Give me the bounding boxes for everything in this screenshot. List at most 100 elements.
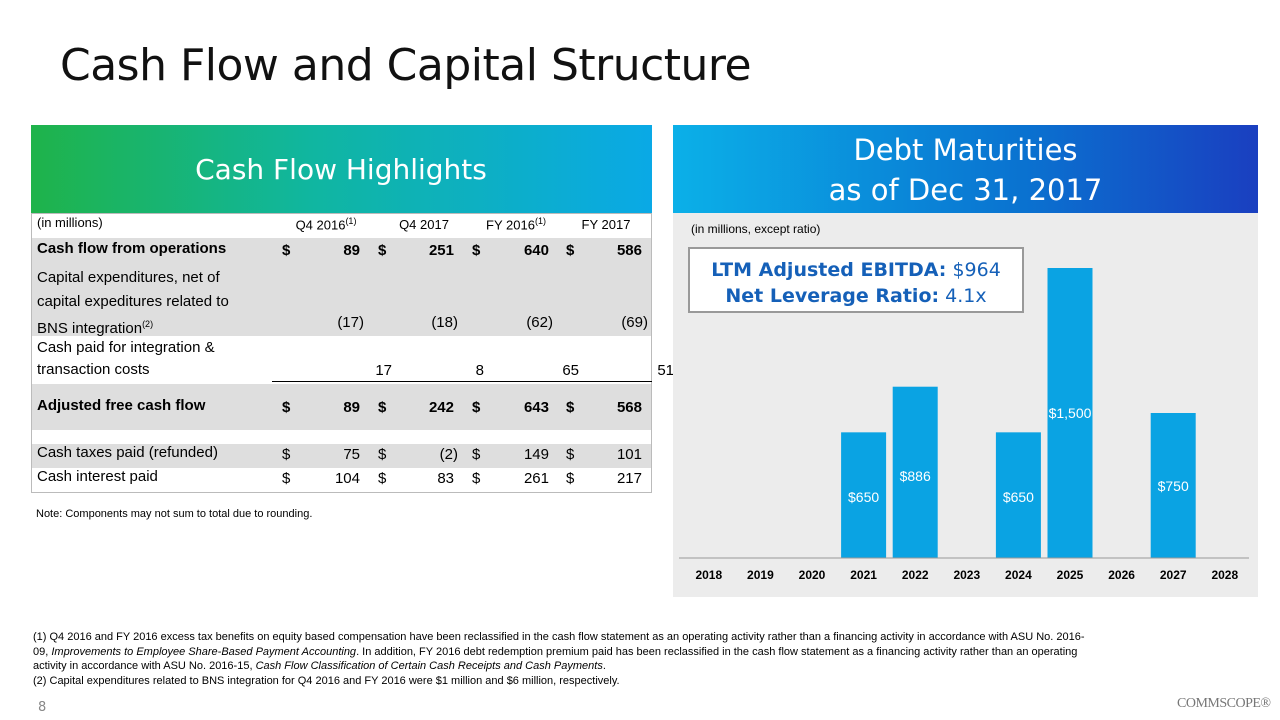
bar-2021 [841,432,887,558]
tick-label-2026: 2026 [1108,568,1135,582]
cell-value: 251 [428,242,454,259]
commscope-logo: COMMSCOPE® [1177,696,1271,711]
cell-value: (2) [439,446,458,463]
row-label: Adjusted free cash flow [37,397,206,414]
footnote-1c: activity in accordance with ASU No. 2016… [33,660,606,672]
tick-label-2022: 2022 [902,568,929,582]
row-label: Cash interest paid [37,468,158,485]
cell-value: (18) [431,314,458,331]
cell-value: 568 [616,399,642,416]
bar-2025 [1047,268,1093,558]
subtotal-rule [272,381,652,382]
cell-value: 640 [523,242,549,259]
cell-value: 89 [343,242,360,259]
dollar-sign: $ [566,242,575,259]
table-row-interest: Cash interest paid $ 104 $ 83 $ 261 $ 21… [32,468,651,492]
cash-flow-panel: Cash Flow Highlights (in millions) Q4 20… [31,125,674,493]
cell-value: 89 [343,399,360,416]
tick-label-2021: 2021 [850,568,877,582]
debt-maturities-header: Debt Maturities as of Dec 31, 2017 [673,125,1258,213]
cell-value: 261 [523,470,549,487]
cell-value: 217 [616,470,642,487]
cell-value: 643 [523,399,549,416]
row-label-line2: transaction costs [37,361,150,378]
data-label-2024: $650 [1003,489,1034,505]
bar-2022 [892,386,938,558]
dollar-sign: $ [472,242,481,259]
debt-header-line2: as of Dec 31, 2017 [828,173,1103,207]
page-title: Cash Flow and Capital Structure [60,40,752,91]
cash-flow-header-title: Cash Flow Highlights [195,153,487,186]
footnote-2: (2) Capital expenditures related to BNS … [33,674,620,687]
table-row-taxes: Cash taxes paid (refunded) $ 75 $ (2) $ … [32,444,651,468]
table-row-capex: Capital expenditures, net of capital exp… [32,264,651,337]
page-number: 8 [38,700,47,715]
tick-label-2027: 2027 [1160,568,1187,582]
leverage-line: Net Leverage Ratio: 4.1x [690,285,1022,307]
dollar-sign: $ [566,446,575,463]
data-label-2021: $650 [848,489,879,505]
debt-maturities-chart: $650 $886 $650 $1,500 $750 2018 2019 2020 2021 2… [679,268,1249,582]
rounding-note: Note: Components may not sum to total du… [36,508,313,520]
units-label: (in millions) [37,215,103,230]
bar-2024 [995,432,1041,558]
dollar-sign: $ [282,446,291,463]
dollar-sign: $ [282,399,291,416]
cell-value: 586 [616,242,642,259]
spacer-row [32,430,651,444]
tick-label-2023: 2023 [953,568,980,582]
debt-header-line1: Debt Maturities [853,133,1078,167]
dollar-sign: $ [566,399,575,416]
row-label-line3: BNS integration(2) [37,319,154,337]
table-row-cfo: Cash flow from operations $ 89 $ 251 $ 6… [32,238,651,264]
dollar-sign: $ [472,399,481,416]
dollar-sign: $ [378,470,387,487]
footnotes: (1) Q4 2016 and FY 2016 excess tax benef… [33,630,1233,688]
tick-label-2025: 2025 [1057,568,1084,582]
cell-value: 101 [616,446,642,463]
tick-label-2018: 2018 [695,568,722,582]
data-label-2025: $1,500 [1049,405,1092,421]
cash-flow-table: (in millions) Q4 2016(1) Q4 2017 FY 2016… [31,213,674,493]
ebitda-label: LTM Adjusted EBITDA: [711,259,947,281]
cell-value: 75 [343,446,360,463]
dollar-sign: $ [282,242,291,259]
col-header-q4-2017: Q4 2017 [399,217,449,232]
col-header-fy-2016: FY 2016(1) [486,215,546,232]
row-label-line2: capital expeditures related to [37,293,229,310]
cell-value: (69) [621,314,648,331]
cell-value: 242 [428,399,454,416]
cell-value: (62) [526,314,553,331]
debt-maturities-panel: Debt Maturities as of Dec 31, 2017 [673,125,1258,597]
row-label: Cash flow from operations [37,240,227,257]
data-label-2027: $750 [1158,478,1189,494]
dollar-sign: $ [378,399,387,416]
row-label: Cash taxes paid (refunded) [37,444,218,461]
cell-value: 83 [437,470,454,487]
dollar-sign: $ [378,446,387,463]
tick-label-2020: 2020 [799,568,826,582]
leverage-value: 4.1x [945,285,987,307]
table-row-adjusted-fcf: Adjusted free cash flow $ 89 $ 242 $ 643… [32,384,651,430]
ebitda-line: LTM Adjusted EBITDA: $964 [690,259,1022,281]
table-header-row: (in millions) Q4 2016(1) Q4 2017 FY 2016… [32,214,651,238]
table-row-integration: Cash paid for integration & transaction … [32,336,674,384]
tick-label-2019: 2019 [747,568,774,582]
footnote-1b: 09, Improvements to Employee Share-Based… [33,645,1078,658]
cell-value: 104 [334,470,360,487]
cell-value: 17 [375,362,392,379]
cell-value: 149 [523,446,549,463]
ebitda-value: $964 [952,259,1001,281]
tick-label-2028: 2028 [1211,568,1238,582]
row-label-line1: Capital expenditures, net of [37,269,220,286]
footnote-1a: (1) Q4 2016 and FY 2016 excess tax benef… [33,631,1085,643]
tick-label-2024: 2024 [1005,568,1032,582]
cell-value: 51 [657,362,674,379]
bar-2027 [1150,413,1196,558]
kpi-box: LTM Adjusted EBITDA: $964 Net Leverage R… [688,247,1024,313]
debt-units-label: (in millions, except ratio) [691,222,821,236]
cell-value: 8 [475,362,484,379]
dollar-sign: $ [472,470,481,487]
leverage-label: Net Leverage Ratio: [725,285,940,307]
dollar-sign: $ [566,470,575,487]
